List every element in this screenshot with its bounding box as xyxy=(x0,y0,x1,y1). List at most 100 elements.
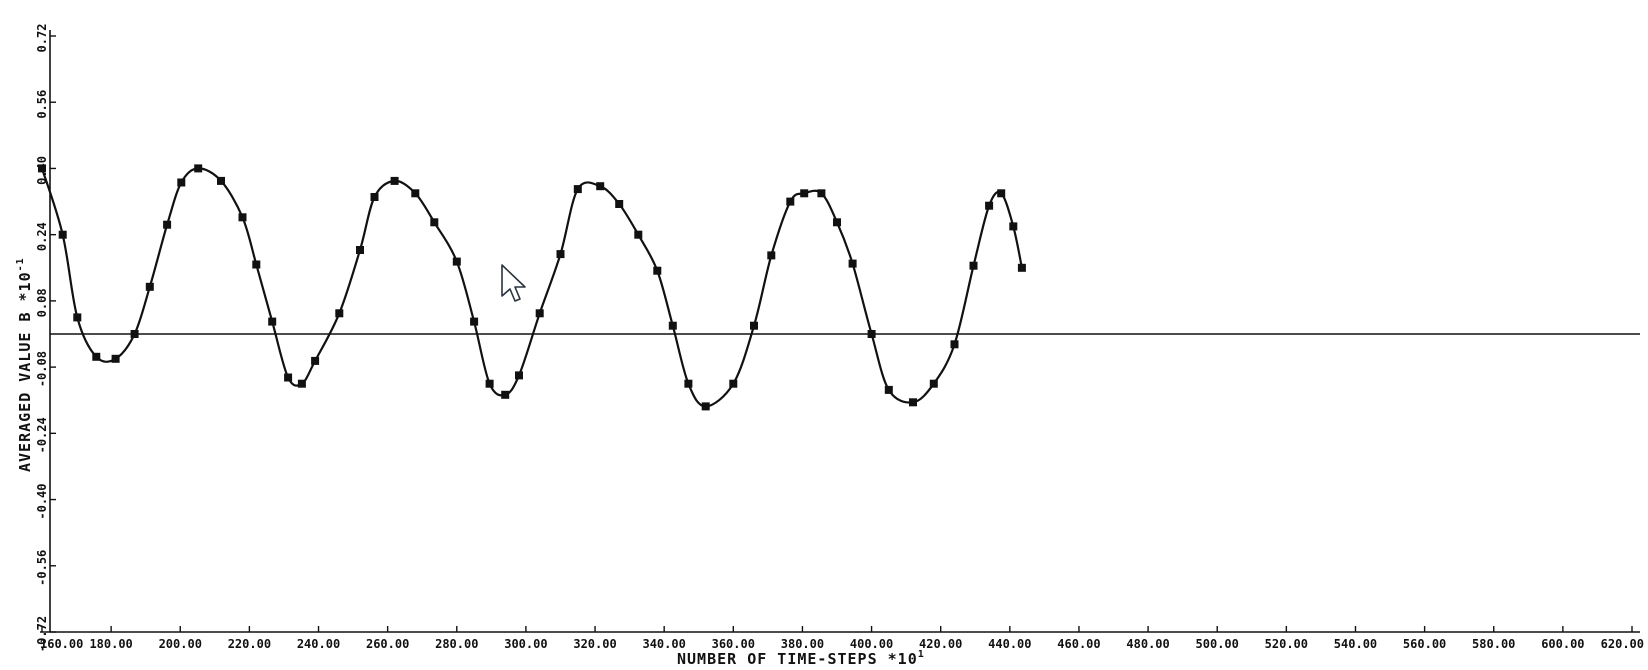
x-tick-label: 600.00 xyxy=(1541,637,1584,651)
data-point-marker xyxy=(238,213,247,222)
data-point-marker xyxy=(268,317,277,326)
data-point-marker xyxy=(145,282,154,291)
y-tick-label: -0.56 xyxy=(35,550,49,586)
y-tick-label: -0.08 xyxy=(35,351,49,387)
x-tick-label: 320.00 xyxy=(573,637,616,651)
y-tick-label: -0.72 xyxy=(35,616,49,652)
data-point-marker xyxy=(163,220,172,229)
data-point-marker xyxy=(335,309,344,318)
x-tick-label: 240.00 xyxy=(297,637,340,651)
data-point-marker xyxy=(501,390,510,399)
mouse-pointer-icon xyxy=(501,264,526,302)
data-point-marker xyxy=(729,379,738,388)
x-tick-label: 160.00 xyxy=(40,637,83,651)
data-point-marker xyxy=(833,218,841,227)
y-tick-label: 0.72 xyxy=(35,24,49,53)
x-tick-label: 260.00 xyxy=(366,637,409,651)
x-axis-title-exponent: 1 xyxy=(918,649,925,660)
data-point-marker xyxy=(909,398,917,407)
data-point-marker xyxy=(848,259,857,268)
x-tick-label: 520.00 xyxy=(1265,637,1308,651)
data-point-marker xyxy=(452,257,461,266)
data-point-marker xyxy=(817,189,826,198)
data-point-marker xyxy=(596,182,605,191)
data-point-marker xyxy=(653,266,662,275)
data-point-marker xyxy=(884,385,893,394)
x-tick-label: 360.00 xyxy=(712,637,755,651)
y-ticks: -0.72-0.56-0.40-0.24-0.080.080.240.400.5… xyxy=(35,24,56,652)
x-tick-label: 620.00 xyxy=(1601,637,1644,651)
y-axis-title: AVERAGED VALUE B *10-1 xyxy=(15,257,34,472)
data-point-marker xyxy=(370,193,379,201)
data-point-marker xyxy=(929,379,938,388)
data-point-marker xyxy=(515,371,523,380)
x-tick-label: 220.00 xyxy=(228,637,271,651)
x-tick-label: 540.00 xyxy=(1334,637,1377,651)
data-point-marker xyxy=(38,164,46,173)
data-point-marker xyxy=(177,178,186,187)
x-tick-label: 200.00 xyxy=(159,637,202,651)
data-point-marker xyxy=(411,189,420,198)
x-tick-label: 580.00 xyxy=(1472,637,1515,651)
x-ticks: 160.00 180.00 200.00 220.00 240.00 260.00 280.… xyxy=(40,626,1644,651)
data-point-marker xyxy=(356,246,364,254)
x-tick-label: 480.00 xyxy=(1126,637,1169,651)
data-point-marker xyxy=(535,309,544,318)
data-point-marker xyxy=(92,352,101,361)
data-point-marker xyxy=(297,379,306,388)
data-point-marker xyxy=(111,354,120,363)
data-point-marker xyxy=(950,340,959,349)
data-point-marker xyxy=(1009,222,1018,231)
data-point-marker xyxy=(684,379,693,388)
data-point-marker xyxy=(750,321,758,330)
data-point-marker xyxy=(615,200,624,208)
axes xyxy=(40,30,1640,633)
data-point-marker xyxy=(73,313,82,322)
x-tick-label: 340.00 xyxy=(642,637,685,651)
data-point-marker xyxy=(194,164,203,173)
data-point-marker xyxy=(311,356,320,365)
y-axis-title-exponent: -1 xyxy=(15,257,26,271)
y-tick-label: 0.08 xyxy=(35,288,49,317)
data-point-marker xyxy=(800,189,809,198)
y-tick-label: -0.40 xyxy=(35,483,49,519)
data-markers xyxy=(38,164,1026,411)
y-tick-label: 0.56 xyxy=(35,90,49,119)
data-point-marker xyxy=(867,330,876,338)
x-tick-label: 380.00 xyxy=(781,637,824,651)
x-tick-label: 400.00 xyxy=(850,637,893,651)
x-tick-label: 500.00 xyxy=(1196,637,1239,651)
x-tick-label: 420.00 xyxy=(919,637,962,651)
data-point-marker xyxy=(985,201,994,210)
series-line xyxy=(40,167,1023,408)
data-point-marker xyxy=(556,250,565,259)
x-tick-label: 460.00 xyxy=(1057,637,1100,651)
x-axis-title: NUMBER OF TIME-STEPS *101 xyxy=(677,649,925,668)
data-point-marker xyxy=(1017,263,1026,272)
x-tick-label: 440.00 xyxy=(988,637,1031,651)
data-point-marker xyxy=(969,261,978,270)
x-tick-label: 300.00 xyxy=(504,637,547,651)
y-tick-label: 0.24 xyxy=(35,222,49,251)
data-point-marker xyxy=(217,176,225,185)
y-tick-label: -0.24 xyxy=(35,417,49,453)
data-point-marker xyxy=(430,218,439,227)
x-tick-label: 280.00 xyxy=(435,637,478,651)
data-point-marker xyxy=(252,260,261,269)
x-tick-label: 180.00 xyxy=(89,637,132,651)
data-point-marker xyxy=(767,251,776,260)
data-point-marker xyxy=(130,330,139,338)
data-point-marker xyxy=(470,317,479,326)
data-point-marker xyxy=(390,176,399,185)
data-point-marker xyxy=(668,321,677,330)
data-point-marker xyxy=(786,197,795,206)
y-axis-title-text: AVERAGED VALUE B *10 xyxy=(16,271,34,472)
data-point-marker xyxy=(58,230,67,239)
data-point-marker xyxy=(997,189,1006,198)
data-point-marker xyxy=(701,402,710,411)
data-point-marker xyxy=(573,185,582,194)
data-point-marker xyxy=(634,230,643,239)
x-axis-title-text: NUMBER OF TIME-STEPS *10 xyxy=(677,650,918,668)
data-point-marker xyxy=(485,379,494,388)
